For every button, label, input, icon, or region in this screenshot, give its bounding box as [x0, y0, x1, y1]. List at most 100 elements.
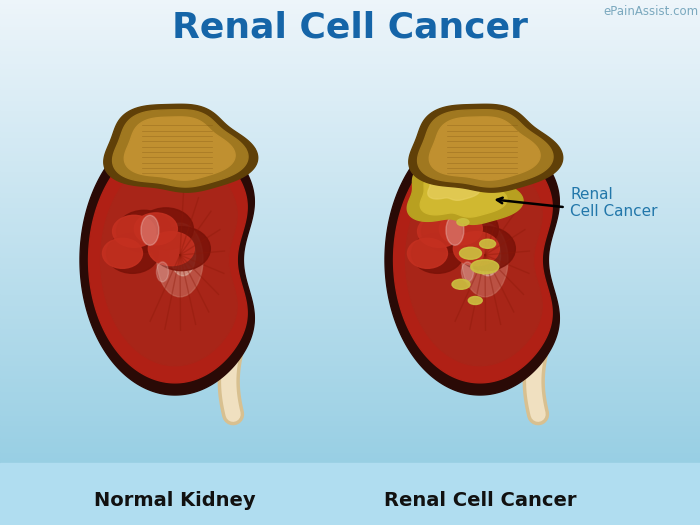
Polygon shape	[428, 173, 480, 201]
Bar	[0, 387, 700, 391]
Polygon shape	[407, 164, 523, 224]
Bar	[0, 20, 700, 24]
Ellipse shape	[412, 233, 463, 274]
Bar	[0, 17, 700, 21]
Bar	[0, 38, 700, 42]
Ellipse shape	[116, 211, 172, 253]
Bar	[0, 170, 700, 173]
Ellipse shape	[106, 233, 158, 274]
Bar	[0, 401, 700, 404]
Bar	[0, 230, 700, 234]
Bar	[0, 366, 700, 370]
Bar	[0, 385, 700, 388]
Ellipse shape	[139, 208, 193, 250]
Bar	[0, 448, 700, 452]
Bar	[0, 183, 700, 186]
Bar	[0, 406, 700, 410]
Bar	[0, 330, 700, 333]
Bar	[0, 461, 700, 465]
Bar	[0, 240, 700, 244]
Bar	[0, 403, 700, 407]
Polygon shape	[409, 104, 563, 192]
Bar	[0, 345, 700, 349]
Bar	[0, 146, 700, 150]
Bar	[0, 86, 700, 89]
Ellipse shape	[417, 215, 461, 247]
Bar	[0, 490, 700, 494]
Bar	[0, 62, 700, 66]
Bar	[0, 353, 700, 357]
Ellipse shape	[148, 232, 195, 266]
Polygon shape	[429, 117, 540, 180]
Bar	[0, 46, 700, 50]
Bar	[0, 463, 700, 525]
Bar	[0, 238, 700, 242]
Bar	[0, 469, 700, 472]
Bar	[0, 209, 700, 213]
Bar	[0, 59, 700, 63]
Bar	[0, 424, 700, 428]
Bar	[0, 172, 700, 176]
Bar	[0, 49, 700, 53]
Bar	[0, 225, 700, 228]
Bar	[0, 348, 700, 352]
Bar	[0, 356, 700, 360]
Bar	[0, 332, 700, 336]
Bar	[0, 57, 700, 60]
Bar	[0, 369, 700, 373]
Bar	[0, 487, 700, 491]
Bar	[0, 267, 700, 270]
Polygon shape	[420, 172, 507, 217]
Bar	[0, 120, 700, 123]
Bar	[0, 256, 700, 260]
Bar	[0, 93, 700, 97]
Bar	[0, 7, 700, 10]
Ellipse shape	[475, 234, 500, 276]
Bar	[0, 474, 700, 478]
Ellipse shape	[480, 239, 496, 248]
Bar	[0, 78, 700, 81]
Bar	[0, 301, 700, 304]
Bar	[0, 104, 700, 108]
Bar	[0, 201, 700, 205]
Bar	[0, 479, 700, 483]
Bar	[0, 453, 700, 457]
Ellipse shape	[470, 260, 498, 274]
Ellipse shape	[102, 238, 143, 268]
Bar	[0, 443, 700, 446]
Ellipse shape	[157, 262, 169, 282]
Bar	[0, 9, 700, 13]
Ellipse shape	[171, 234, 195, 276]
Bar	[0, 456, 700, 459]
Bar	[0, 340, 700, 344]
Bar	[0, 96, 700, 100]
Ellipse shape	[468, 297, 482, 304]
Bar	[0, 214, 700, 218]
Bar	[0, 12, 700, 16]
Bar	[0, 151, 700, 155]
Bar	[0, 277, 700, 281]
Bar	[0, 495, 700, 499]
Bar	[0, 128, 700, 131]
Bar	[0, 275, 700, 278]
Bar	[0, 513, 700, 517]
Bar	[0, 322, 700, 326]
Ellipse shape	[440, 213, 482, 245]
Bar	[0, 67, 700, 71]
Bar	[0, 162, 700, 165]
Bar	[0, 133, 700, 136]
Bar	[0, 408, 700, 412]
Bar	[0, 511, 700, 514]
Bar	[0, 380, 700, 383]
Bar	[0, 217, 700, 220]
Bar	[0, 15, 700, 18]
Ellipse shape	[440, 174, 458, 186]
Bar	[0, 206, 700, 210]
Bar	[0, 500, 700, 504]
Bar	[0, 272, 700, 276]
Bar	[0, 303, 700, 307]
Bar	[0, 243, 700, 247]
Bar	[0, 125, 700, 129]
Polygon shape	[104, 104, 258, 192]
Bar	[0, 109, 700, 113]
